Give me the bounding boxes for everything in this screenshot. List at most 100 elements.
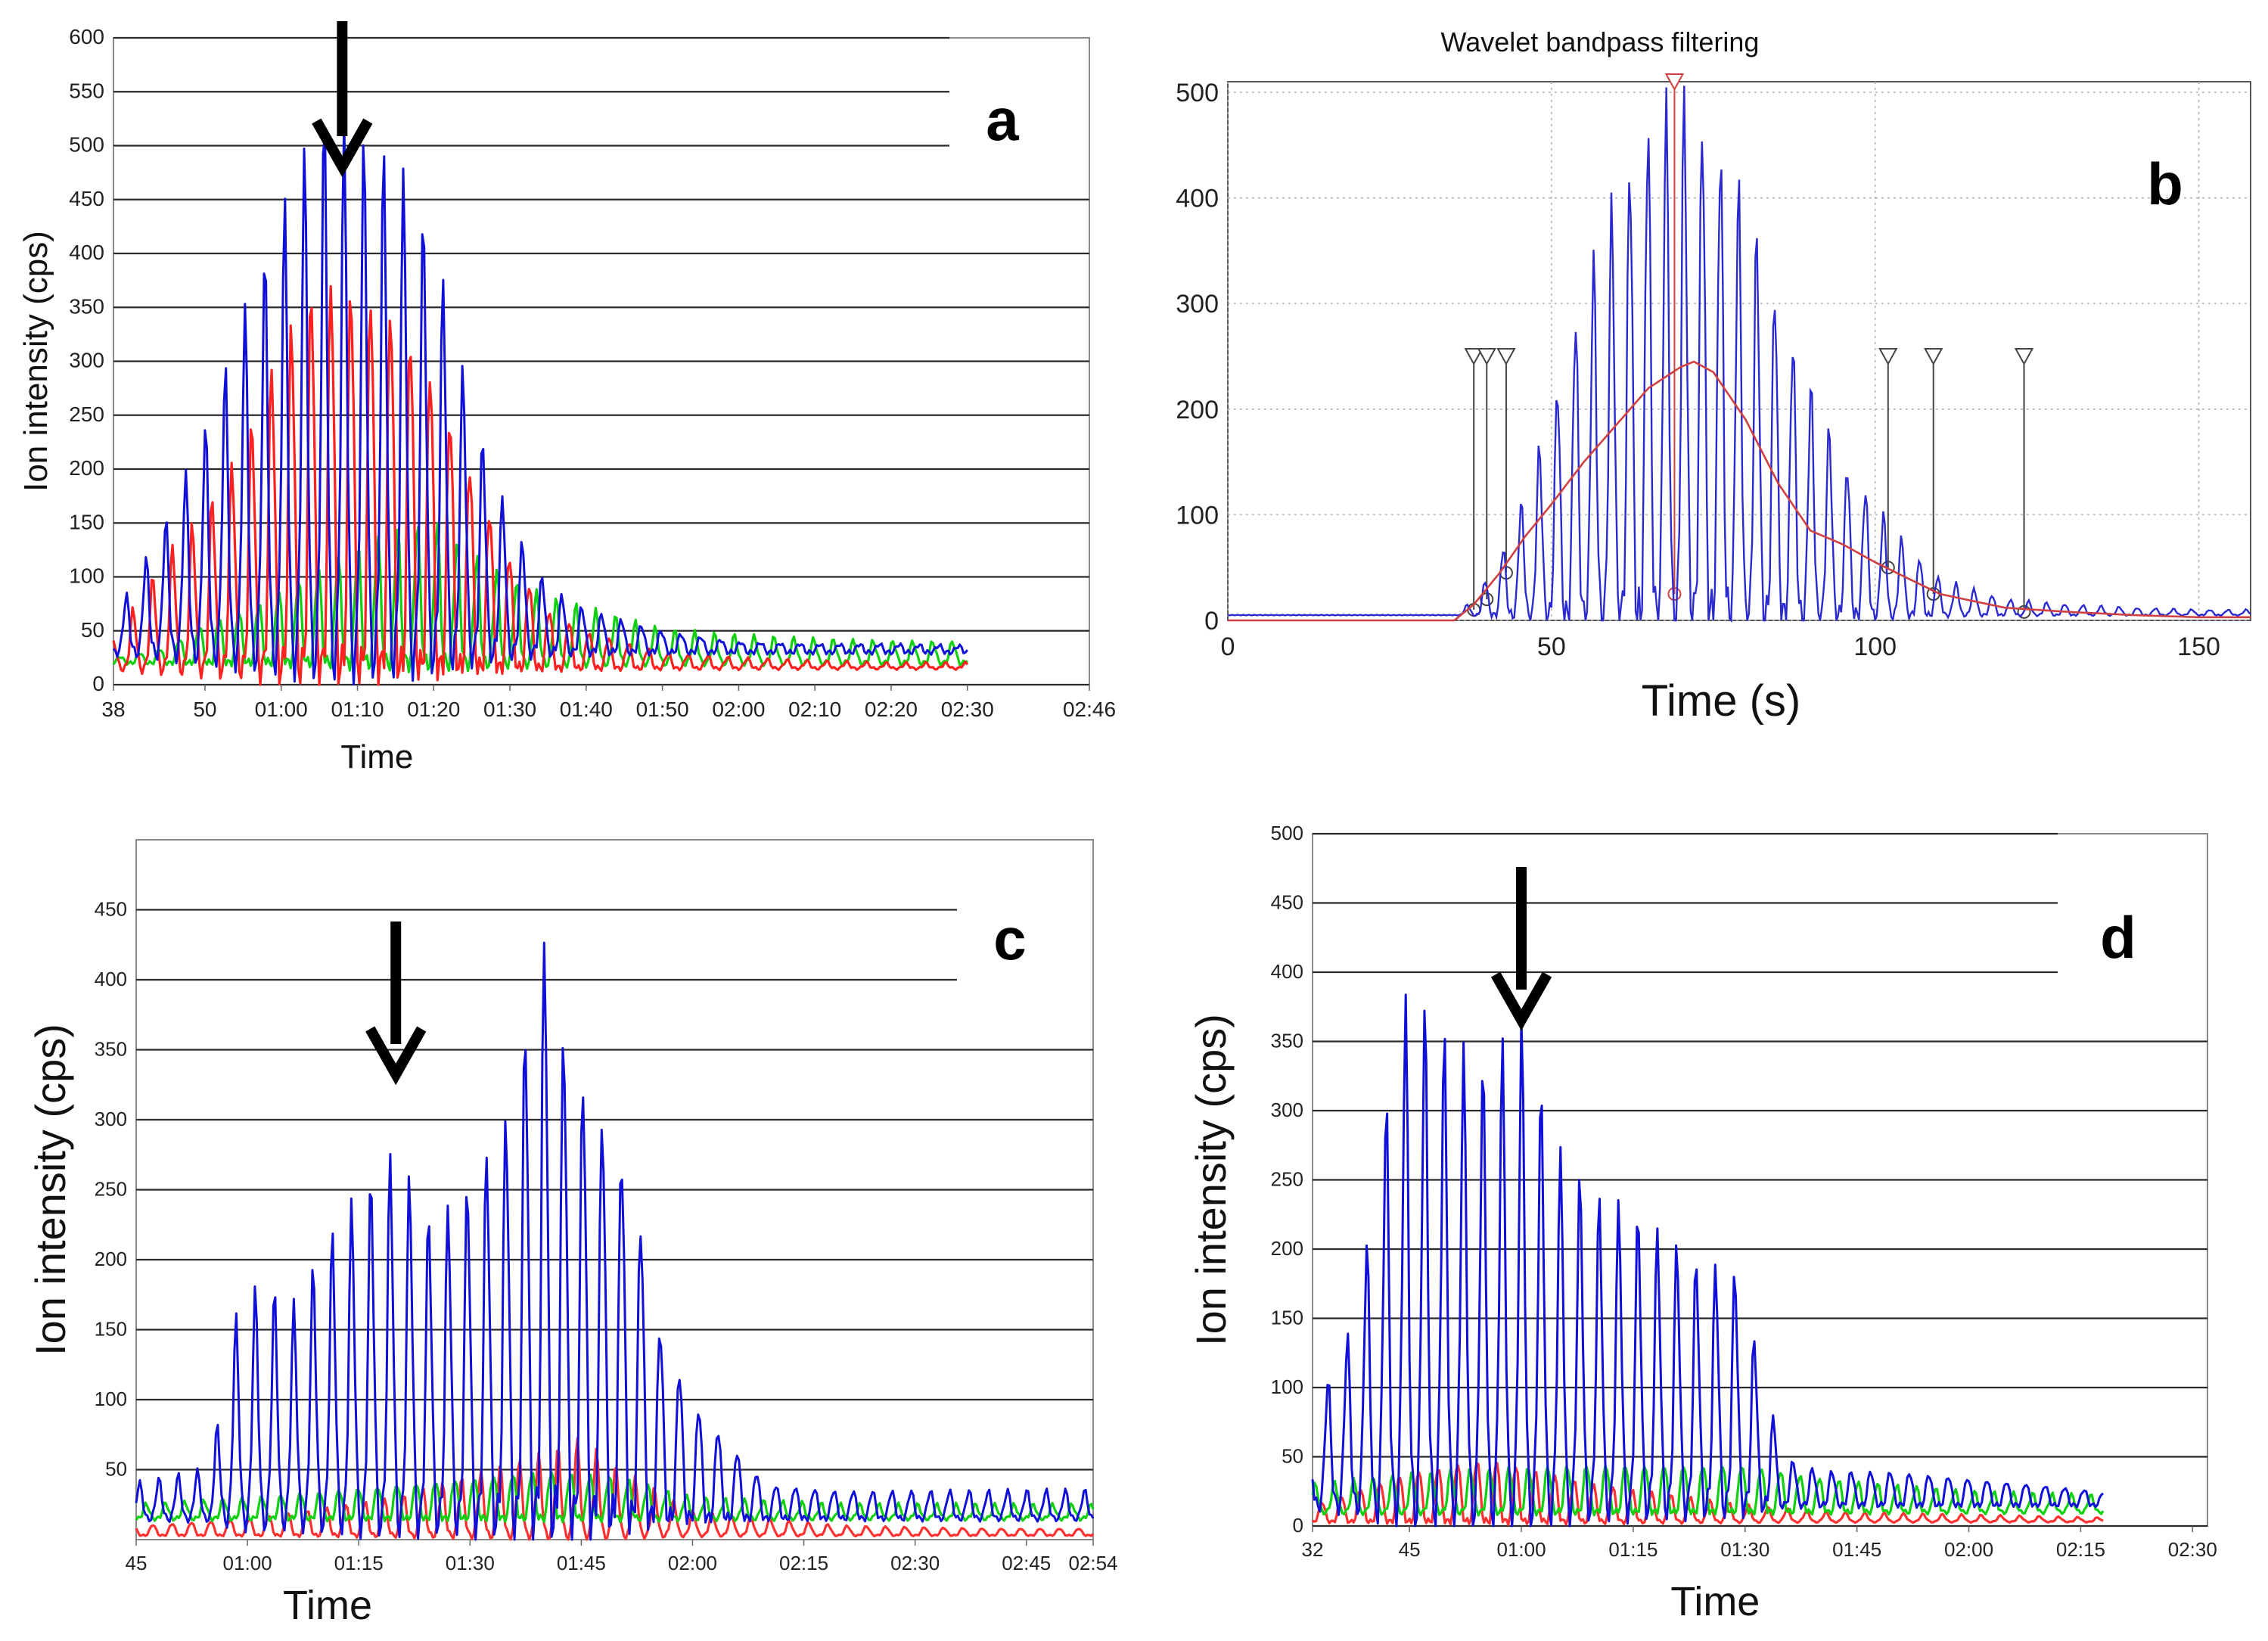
x-tick-label: 02:00: [712, 698, 765, 721]
y-tick-label: 50: [1282, 1445, 1303, 1468]
x-tick-label: 0: [1221, 632, 1235, 661]
y-tick-label: 250: [1271, 1168, 1303, 1191]
y-tick-label: 300: [1176, 290, 1219, 319]
x-tick-label: 02:30: [941, 698, 994, 721]
y-axis-title: Ion intensity (cps): [26, 1024, 74, 1356]
x-tick-label: 01:00: [223, 1552, 272, 1574]
y-axis-title: Ion intensity (cps): [17, 231, 54, 492]
y-tick-label: 300: [95, 1108, 127, 1130]
y-tick-label: 50: [81, 618, 104, 642]
x-tick-label: 50: [1537, 632, 1566, 661]
marker-triangle: [2014, 347, 2034, 366]
y-tick-label: 400: [95, 968, 127, 990]
y-tick-label: 0: [1204, 607, 1219, 636]
y-tick-label: 500: [1176, 79, 1219, 107]
y-axis-title: Ion intensity (cps): [1187, 1014, 1235, 1346]
x-tick-label: 02:45: [1002, 1552, 1051, 1574]
y-tick-label: 50: [105, 1458, 127, 1481]
arrow-head: [1490, 971, 1552, 1031]
x-tick-label: 01:20: [407, 698, 460, 721]
x-tick-label: 45: [126, 1552, 148, 1574]
arrow-head: [365, 1026, 427, 1086]
y-tick-label: 400: [1176, 185, 1219, 213]
x-tick-label: 01:45: [557, 1552, 606, 1574]
panel-letter: a: [986, 86, 1019, 153]
y-tick-label: 450: [1271, 891, 1303, 914]
y-tick-label: 0: [1293, 1514, 1303, 1537]
y-tick-label: 550: [69, 79, 104, 102]
y-tick-label: 600: [69, 25, 104, 48]
marker-triangle: [1878, 347, 1898, 366]
x-tick-label: 02:30: [890, 1552, 940, 1574]
y-tick-label: 350: [1271, 1030, 1303, 1052]
panel-letter: b: [2147, 151, 2183, 217]
x-tick-label: 01:50: [636, 698, 689, 721]
x-tick-label: 02:20: [865, 698, 918, 721]
x-tick-label: 01:00: [255, 698, 308, 721]
y-tick-label: 0: [92, 672, 104, 695]
marker-circle: [2017, 604, 2031, 619]
x-tick-label: 01:45: [1832, 1538, 1881, 1561]
panel-letter: c: [993, 906, 1026, 972]
x-axis-title: Time: [1670, 1579, 1760, 1624]
x-tick-label: 45: [1399, 1538, 1421, 1561]
y-tick-label: 200: [1176, 396, 1219, 424]
y-tick-label: 400: [69, 241, 104, 264]
y-tick-label: 500: [1271, 822, 1303, 844]
x-tick-label: 38: [101, 698, 125, 721]
series-line-1: [112, 284, 969, 686]
x-tick-label: 01:10: [331, 698, 384, 721]
marker-circle: [1480, 592, 1494, 607]
y-tick-label: 350: [95, 1038, 127, 1061]
marker-triangle: [1924, 347, 1943, 366]
panel-letter: d: [2100, 904, 2136, 971]
x-tick-label: 02:54: [1068, 1552, 1117, 1574]
x-tick-label: 02:46: [1063, 698, 1116, 721]
y-tick-label: 100: [69, 564, 104, 588]
arrow-head: [312, 118, 373, 178]
y-tick-label: 100: [1176, 501, 1219, 530]
series-line-0: [135, 941, 1095, 1541]
series-line-0: [112, 117, 968, 685]
y-tick-label: 300: [69, 349, 104, 372]
chart-panel-a: 0 50 100 150 200 250 300 350 400 450 500 550 600 38 50…: [17, 21, 1116, 775]
y-tick-label: 150: [69, 510, 104, 533]
series-line-smoothed: [1228, 360, 2251, 622]
y-tick-label: 100: [1271, 1375, 1303, 1398]
y-tick-label: 150: [1271, 1307, 1303, 1329]
y-tick-label: 450: [95, 898, 127, 921]
x-tick-label: 02:00: [668, 1552, 717, 1574]
chart-panel-d: 0 50 100 150 200 250 300 350 400 450 500 32 45 01:00 0…: [1187, 822, 2217, 1624]
x-tick-label: 50: [193, 698, 216, 721]
y-tick-label: 250: [95, 1178, 127, 1201]
y-tick-label: 200: [1271, 1237, 1303, 1260]
x-tick-label: 01:15: [334, 1552, 384, 1574]
x-tick-label: 02:00: [1944, 1538, 1993, 1561]
x-tick-label: 32: [1302, 1538, 1324, 1561]
y-tick-label: 300: [1271, 1099, 1303, 1121]
x-tick-label: 01:30: [1720, 1538, 1769, 1561]
x-axis-title: Time (s): [1642, 676, 1800, 726]
y-tick-label: 450: [69, 187, 104, 210]
x-tick-label: 02:15: [779, 1552, 828, 1574]
plot-area: [1227, 81, 2251, 621]
y-tick-label: 250: [69, 402, 104, 426]
marker-triangle: [1464, 347, 1484, 366]
x-tick-label: 100: [1853, 632, 1897, 661]
chart-panel-b: 0 100 200 300 400 500 0 50 100 150 Wavelet bandpas…: [1176, 26, 2251, 726]
x-tick-label: 01:00: [1496, 1538, 1546, 1561]
x-tick-label: 01:30: [446, 1552, 495, 1574]
x-tick-label: 02:10: [788, 698, 841, 721]
y-tick-label: 400: [1271, 960, 1303, 983]
x-tick-label: 02:15: [2056, 1538, 2105, 1561]
x-tick-label: 01:30: [483, 698, 536, 721]
series-line-2: [135, 1437, 1095, 1541]
y-tick-label: 500: [69, 133, 104, 157]
x-tick-label: 150: [2177, 632, 2220, 661]
x-axis-title: Time: [283, 1583, 372, 1628]
y-tick-label: 200: [69, 456, 104, 480]
y-tick-label: 200: [95, 1248, 127, 1270]
series-line-0: [1311, 993, 2104, 1528]
marker-circle: [1881, 561, 1895, 575]
